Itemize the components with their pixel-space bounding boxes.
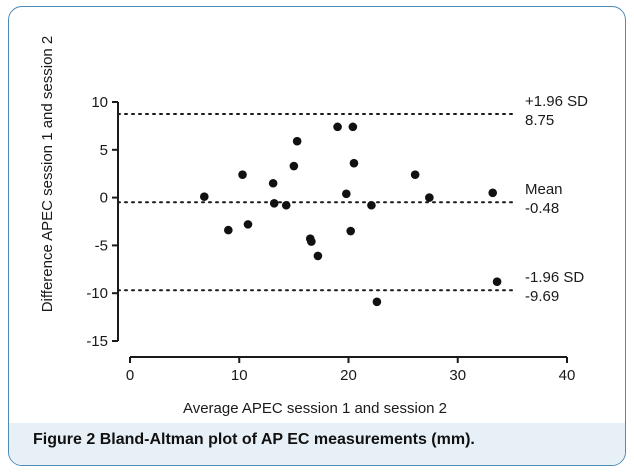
y-tick-label: -5 (95, 237, 108, 254)
reference-line-value: -0.48 (525, 200, 559, 217)
data-points-group (199, 122, 502, 307)
data-point (268, 178, 278, 188)
x-tick-label: 0 (126, 367, 134, 384)
data-point (238, 170, 247, 179)
data-point (346, 226, 355, 236)
reference-lines-group: +1.96 SD 8.75 Mean -0.48 -1.96 SD -9.69 (117, 93, 588, 305)
caption-text: Bland-Altman plot of AP EC measurements … (99, 431, 475, 448)
data-point (425, 193, 434, 202)
data-point (224, 225, 233, 235)
data-point (410, 170, 420, 179)
data-point (342, 189, 351, 199)
axes-group: 10 5 0 -5 -10 -15 0 10 20 30 40 (86, 94, 575, 384)
y-tick-label: 0 (100, 190, 108, 207)
data-point (488, 188, 498, 198)
y-tick-label: 5 (100, 142, 108, 159)
data-point (348, 122, 358, 132)
y-tick-label: -10 (86, 285, 108, 302)
y-axis-label: Difference APEC session 1 and session 2 (39, 36, 56, 313)
data-point (372, 297, 382, 307)
x-tick-label: 40 (559, 367, 576, 384)
caption-band: Figure 2 Bland-Altman plot of AP EC meas… (9, 423, 625, 465)
figure-frame: Figure 2 Bland-Altman plot of AP EC meas… (8, 6, 626, 466)
caption-label: Figure 2 (33, 431, 96, 448)
data-point (492, 277, 502, 287)
data-point (243, 220, 253, 229)
x-tick-label: 10 (231, 367, 248, 384)
data-point (307, 237, 316, 246)
reference-line-label: -1.96 SD (525, 269, 584, 286)
y-tick-label: 10 (91, 94, 108, 111)
reference-line-label: Mean (525, 181, 563, 198)
y-tick-label: -15 (86, 333, 108, 350)
data-point (349, 158, 359, 168)
reference-line-value: 8.75 (525, 112, 554, 129)
x-tick-label: 20 (340, 367, 357, 384)
data-point (367, 200, 376, 210)
data-point (281, 200, 291, 210)
data-point (199, 192, 209, 201)
data-point (269, 199, 279, 208)
data-point (289, 161, 299, 171)
figure-caption: Figure 2 Bland-Altman plot of AP EC meas… (33, 431, 475, 449)
reference-line-label: +1.96 SD (525, 93, 588, 110)
data-point (292, 136, 302, 146)
data-point (313, 251, 323, 261)
data-point (333, 122, 342, 132)
reference-line-value: -9.69 (525, 288, 559, 305)
x-axis-label: Average APEC session 1 and session 2 (183, 400, 447, 417)
x-tick-label: 30 (449, 367, 466, 384)
